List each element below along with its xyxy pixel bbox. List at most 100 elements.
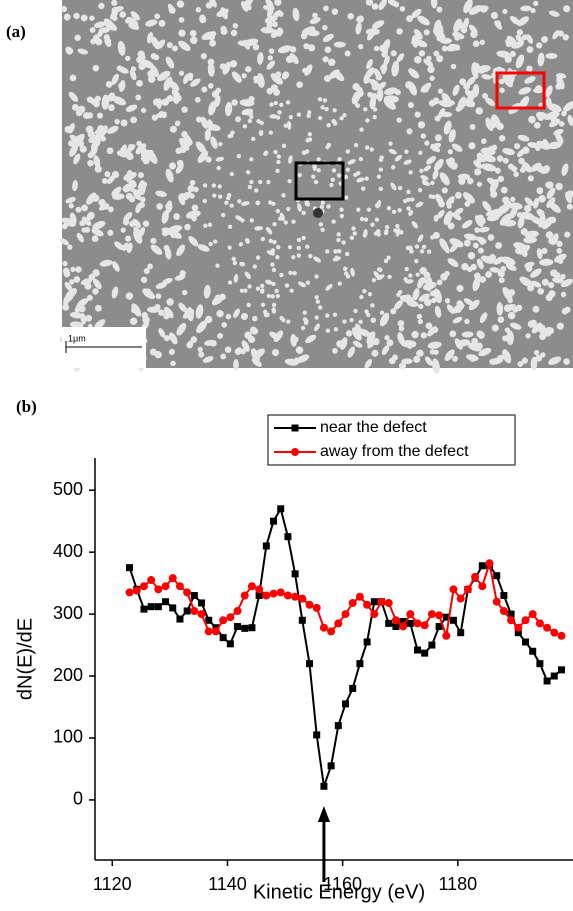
particle: [178, 70, 185, 76]
marker: [248, 624, 256, 632]
particle: [221, 322, 227, 328]
particle: [420, 332, 428, 339]
particle: [358, 319, 363, 325]
marker: [529, 647, 537, 655]
particle: [477, 247, 484, 254]
particle: [431, 358, 440, 374]
marker: [291, 570, 299, 578]
particle: [375, 203, 380, 208]
particle: [89, 27, 96, 33]
particle: [88, 134, 102, 143]
particle: [229, 171, 235, 177]
particle: [563, 5, 571, 13]
particle: [464, 318, 470, 325]
particle: [220, 25, 227, 32]
particle: [380, 65, 386, 71]
particle: [286, 120, 292, 130]
particle: [70, 321, 84, 329]
particle: [266, 60, 276, 70]
particle: [414, 55, 422, 64]
particle: [279, 102, 284, 108]
particle: [554, 253, 567, 263]
particle: [208, 33, 216, 41]
particle: [236, 153, 242, 159]
particle: [219, 293, 226, 301]
marker: [499, 606, 508, 615]
marker: [284, 533, 292, 541]
particle: [387, 274, 392, 280]
particle: [266, 293, 272, 299]
particle: [251, 357, 262, 367]
particle: [178, 40, 191, 52]
marker: [514, 629, 522, 637]
marker: [442, 613, 450, 621]
particle: [374, 217, 380, 222]
particle: [303, 43, 310, 50]
particle: [319, 204, 325, 210]
particle: [404, 149, 409, 154]
marker: [442, 631, 451, 640]
particle: [528, 115, 536, 124]
particle: [291, 219, 296, 224]
marker: [162, 598, 170, 606]
particle: [296, 253, 302, 258]
particle: [394, 154, 403, 162]
particle: [506, 35, 518, 47]
particle: [165, 56, 175, 69]
particle: [232, 260, 238, 266]
particle: [277, 45, 292, 54]
marker: [204, 627, 213, 636]
particle: [391, 209, 397, 215]
particle: [227, 224, 233, 229]
particle: [288, 155, 293, 164]
particle: [155, 190, 167, 197]
particle: [117, 66, 129, 74]
particle: [270, 262, 275, 267]
particle: [535, 354, 543, 362]
particle: [145, 19, 158, 27]
particle: [193, 186, 199, 193]
particle: [388, 357, 396, 365]
particle: [238, 242, 244, 247]
particle: [67, 244, 73, 250]
particle: [491, 324, 499, 332]
particle: [422, 178, 427, 183]
particle: [418, 150, 423, 156]
particle: [249, 218, 254, 223]
particle: [272, 239, 277, 245]
particle: [202, 198, 207, 204]
particle: [363, 73, 370, 84]
particle: [276, 244, 281, 250]
particle: [397, 185, 403, 191]
particle: [420, 133, 427, 139]
particle: [478, 226, 490, 233]
particle: [92, 64, 100, 72]
particle: [112, 261, 120, 272]
marker: [262, 542, 270, 550]
particle: [355, 22, 362, 35]
particle: [369, 147, 374, 152]
particle: [149, 348, 157, 356]
particle: [284, 358, 299, 366]
marker: [385, 619, 393, 627]
particle: [276, 159, 281, 165]
marker: [492, 597, 501, 606]
particle: [69, 134, 80, 143]
x-tick-label: 1140: [208, 874, 247, 894]
particle: [401, 340, 415, 348]
marker: [449, 585, 458, 594]
particle: [140, 181, 148, 188]
particle: [444, 349, 455, 361]
particle: [436, 279, 443, 286]
particle: [147, 70, 155, 78]
particle: [541, 278, 549, 286]
particle: [305, 280, 311, 285]
marker: [528, 610, 537, 619]
particle: [356, 17, 362, 23]
particle: [473, 272, 481, 280]
marker: [132, 586, 141, 595]
particle: [381, 345, 390, 356]
particle: [314, 315, 319, 320]
marker: [154, 585, 163, 594]
particle: [239, 261, 244, 267]
